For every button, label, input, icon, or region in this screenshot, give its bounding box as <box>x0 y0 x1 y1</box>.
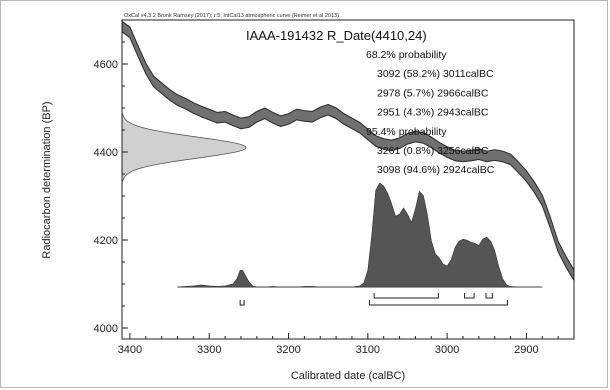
x-tick-label: 3000 <box>435 344 459 356</box>
probability-range-text: 3092 (58.2%) 3011calBC <box>377 68 494 80</box>
x-tick-label: 3400 <box>118 344 142 356</box>
plot-area <box>121 19 575 340</box>
range-bracket-95-0 <box>239 300 245 306</box>
x-tick-label: 3200 <box>276 344 300 356</box>
calibration-curve <box>122 20 574 282</box>
y-tick-label: 4200 <box>94 235 118 247</box>
range-bracket-68-0 <box>373 293 439 299</box>
probability-range-text: 3098 (94.6%) 2924calBC <box>377 164 495 176</box>
probability-heading: 68.2% probability <box>366 49 447 61</box>
y-axis-title: Radiocarbon determination (BP) <box>41 101 53 258</box>
probability-range-text: 3261 (0.8%) 3256calBC <box>377 145 489 157</box>
range-bracket-95-1 <box>368 300 508 306</box>
chart-credit: OxCal v4.3.2 Bronk Ramsey (2017); r:5; I… <box>124 13 339 19</box>
measurement-distribution <box>122 113 247 182</box>
probability-heading: 95.4% probability <box>366 126 447 138</box>
posterior-distribution <box>177 182 519 288</box>
probability-range-text: 2978 (5.7%) 2966calBC <box>377 87 489 99</box>
range-bracket-68-2 <box>485 293 493 299</box>
probability-range-text: 2951 (4.3%) 2943calBC <box>377 107 489 119</box>
chart-title: IAAA-191432 R_Date(4410,24) <box>246 28 427 43</box>
x-axis-title: Calibrated date (calBC) <box>291 370 405 382</box>
y-tick-label: 4400 <box>94 147 118 159</box>
x-tick-label: 3300 <box>197 344 221 356</box>
x-tick-label: 3100 <box>356 344 380 356</box>
y-tick-label: 4600 <box>94 59 118 71</box>
range-bracket-68-1 <box>464 293 475 299</box>
x-tick-label: 2900 <box>514 344 538 356</box>
y-tick-label: 4000 <box>94 323 118 335</box>
